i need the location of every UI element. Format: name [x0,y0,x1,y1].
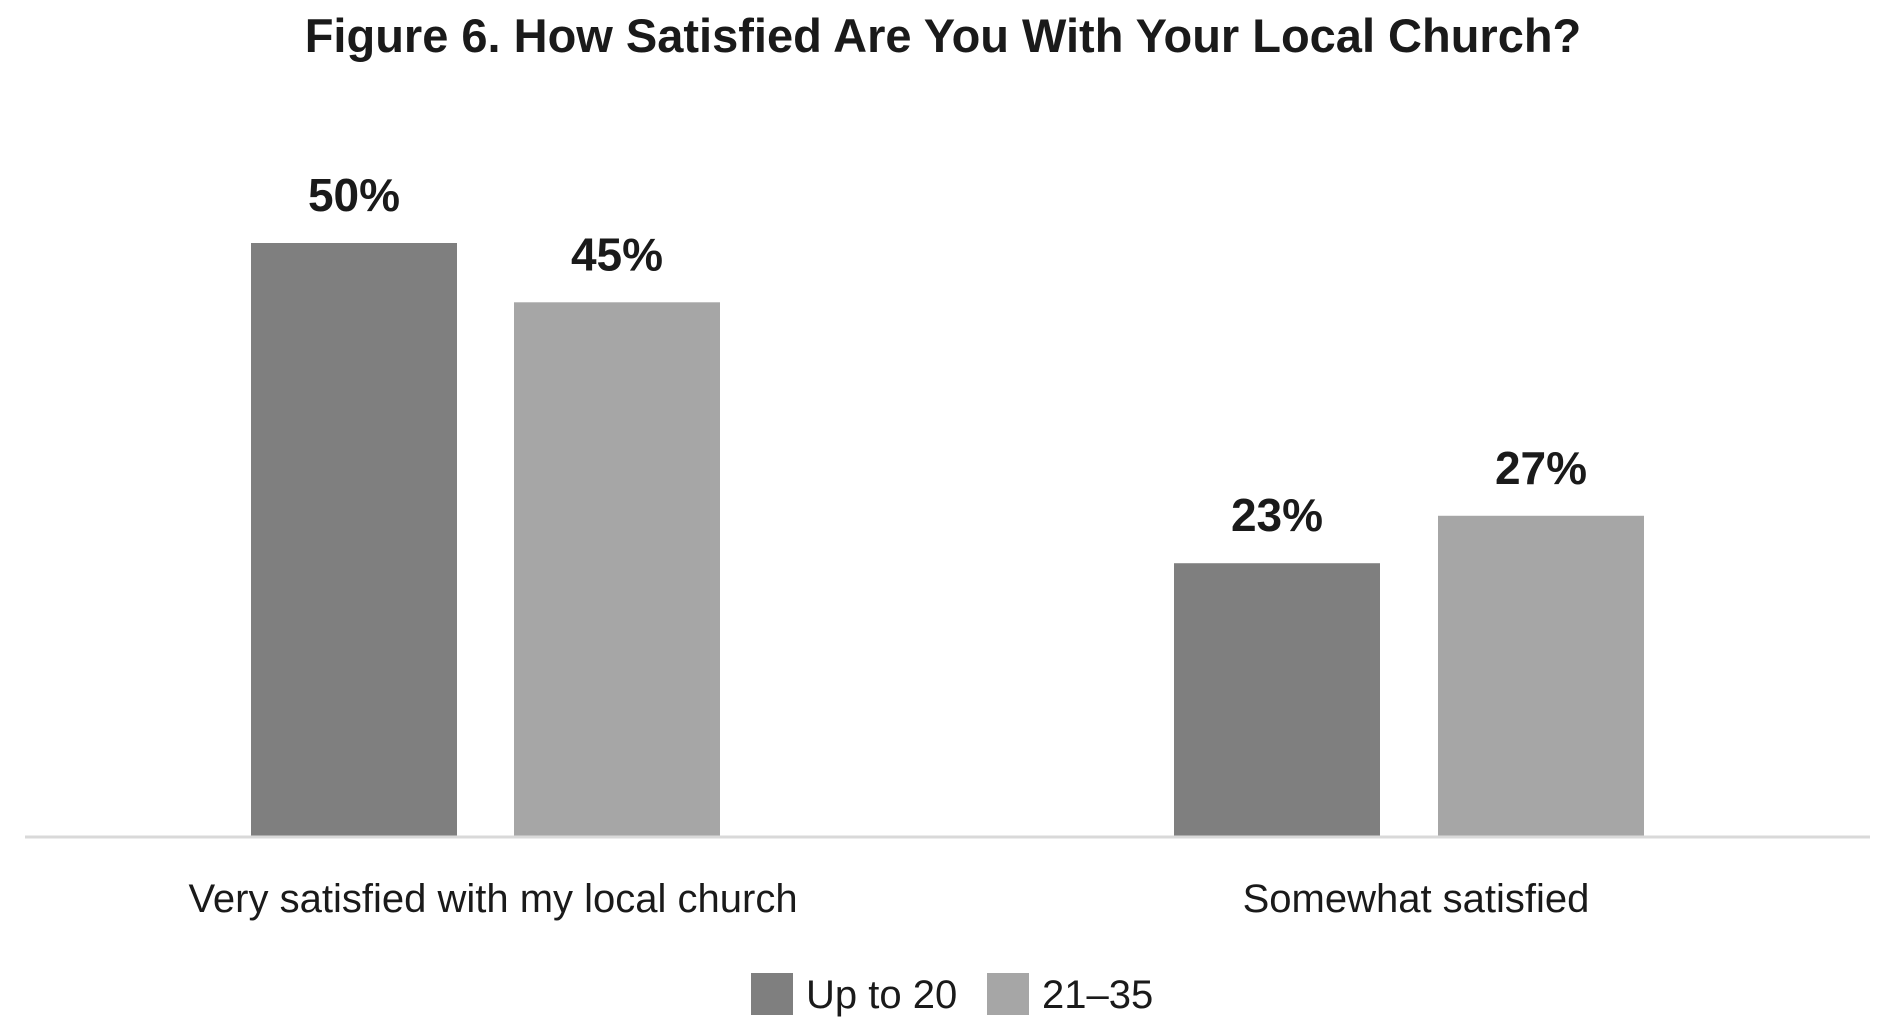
data-label: 27% [1495,442,1587,494]
legend-swatch [751,973,793,1015]
category-label: Very satisfied with my local church [188,877,797,921]
legend-label: Up to 20 [806,973,957,1017]
bars-layer [251,243,1644,836]
bar-up-to-20-somewhat-satisfied [1174,563,1380,836]
chart-title: Figure 6. How Satisfied Are You With You… [305,9,1582,62]
legend-label: 21–35 [1042,973,1153,1017]
data-label: 45% [571,228,663,280]
bar-21-35-somewhat-satisfied [1438,515,1644,836]
category-label: Somewhat satisfied [1243,877,1590,921]
labels-layer: 50% 45% Very satisfied with my local churc… [188,169,1589,921]
legend-swatch [987,973,1029,1015]
legend: Up to 20 21–35 [751,973,1153,1017]
data-label: 50% [308,169,400,221]
bar-21-35-very-satisfied [514,302,720,836]
bar-up-to-20-very-satisfied [251,243,457,836]
data-label: 23% [1231,489,1323,541]
